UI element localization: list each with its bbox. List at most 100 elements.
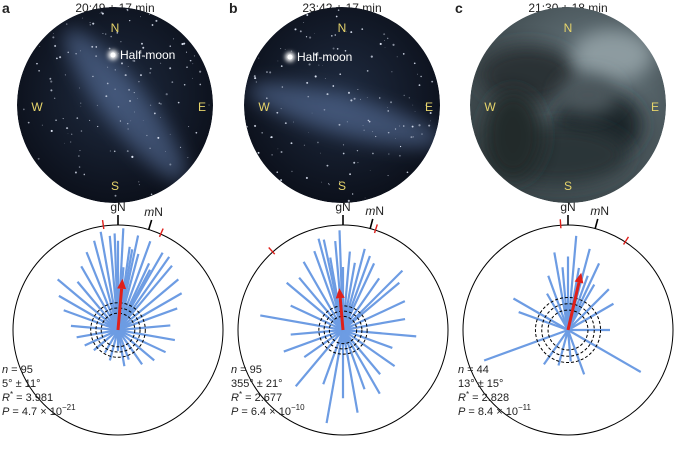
star bbox=[372, 152, 374, 155]
cloud bbox=[478, 45, 578, 105]
star bbox=[50, 129, 53, 133]
bearing-line bbox=[113, 233, 120, 331]
sky-image bbox=[244, 7, 440, 203]
mn-tick bbox=[369, 218, 374, 229]
star bbox=[431, 80, 434, 83]
star bbox=[384, 47, 386, 48]
star bbox=[127, 122, 129, 125]
panel-letter: c bbox=[455, 0, 463, 16]
star bbox=[149, 72, 151, 74]
bearing-line bbox=[342, 328, 417, 338]
star bbox=[425, 104, 427, 106]
compass-n: N bbox=[338, 21, 347, 35]
star bbox=[106, 82, 109, 85]
star bbox=[403, 94, 405, 97]
star bbox=[155, 19, 158, 22]
star bbox=[317, 141, 319, 144]
star bbox=[392, 43, 395, 46]
compass-e: E bbox=[198, 100, 206, 114]
star bbox=[158, 102, 161, 104]
bearing-line bbox=[117, 329, 155, 362]
star bbox=[165, 151, 166, 152]
star bbox=[428, 124, 431, 127]
star bbox=[357, 88, 359, 90]
mean-vector bbox=[116, 288, 124, 331]
bearing-line bbox=[543, 329, 569, 366]
gn-label: gN bbox=[110, 200, 125, 214]
star bbox=[322, 65, 323, 67]
bearing-line bbox=[322, 239, 345, 331]
star bbox=[139, 74, 142, 77]
stat-line: 355° ± 21° bbox=[231, 378, 283, 390]
compass-e: E bbox=[425, 100, 433, 114]
star bbox=[37, 157, 40, 160]
bearing-line bbox=[117, 256, 171, 331]
stat-var: R bbox=[458, 392, 466, 404]
star bbox=[160, 62, 162, 64]
panel-letter: a bbox=[2, 0, 10, 16]
star bbox=[117, 105, 120, 108]
milky-way bbox=[248, 82, 440, 148]
stat-text: = 2.828 bbox=[469, 392, 509, 404]
star bbox=[387, 174, 389, 177]
star bbox=[293, 121, 294, 123]
bearing-line bbox=[108, 329, 120, 361]
star bbox=[153, 112, 156, 115]
gn-label: gN bbox=[560, 200, 575, 214]
stat-text: = 3.981 bbox=[13, 392, 53, 404]
star bbox=[169, 56, 172, 58]
star bbox=[350, 31, 353, 34]
star bbox=[134, 60, 136, 62]
stat-exp: −21 bbox=[62, 403, 76, 412]
red-tick bbox=[268, 247, 276, 255]
star bbox=[353, 97, 356, 100]
bearing-line bbox=[117, 329, 143, 366]
stat-sup: * bbox=[10, 390, 13, 399]
star bbox=[27, 121, 30, 124]
compass-n: N bbox=[111, 21, 120, 35]
star bbox=[294, 28, 297, 31]
stat-text: = 95 bbox=[8, 364, 33, 376]
star bbox=[38, 69, 40, 72]
star bbox=[92, 75, 94, 78]
bearing-line bbox=[76, 281, 119, 331]
star bbox=[192, 63, 194, 65]
star bbox=[107, 66, 109, 68]
star bbox=[402, 125, 405, 127]
star bbox=[406, 171, 409, 174]
star bbox=[100, 11, 103, 14]
stat-var: R bbox=[2, 392, 10, 404]
star bbox=[102, 33, 104, 35]
compass-s: S bbox=[338, 179, 346, 193]
star bbox=[411, 125, 414, 128]
stat-var: P bbox=[231, 406, 239, 418]
confidence-circle bbox=[318, 305, 368, 355]
star bbox=[41, 124, 43, 126]
star bbox=[138, 184, 140, 186]
mn-tick bbox=[147, 219, 153, 230]
star bbox=[370, 55, 373, 58]
bearing-line bbox=[566, 329, 572, 362]
star bbox=[83, 173, 86, 176]
star bbox=[138, 81, 140, 83]
sky-image bbox=[470, 7, 666, 203]
star bbox=[386, 37, 389, 40]
bearing-line bbox=[342, 329, 381, 395]
star bbox=[346, 121, 348, 123]
star bbox=[53, 33, 54, 34]
star bbox=[366, 96, 368, 98]
star bbox=[81, 17, 83, 19]
bearing-line bbox=[116, 240, 152, 331]
stat-var: n bbox=[231, 364, 237, 376]
star bbox=[129, 100, 131, 102]
bearing-line bbox=[70, 324, 119, 332]
star bbox=[148, 14, 150, 15]
star bbox=[109, 150, 111, 152]
stat-line: 5° ± 11° bbox=[2, 378, 40, 390]
star bbox=[417, 73, 418, 75]
star bbox=[332, 85, 335, 87]
star bbox=[290, 142, 293, 145]
star bbox=[319, 152, 321, 154]
